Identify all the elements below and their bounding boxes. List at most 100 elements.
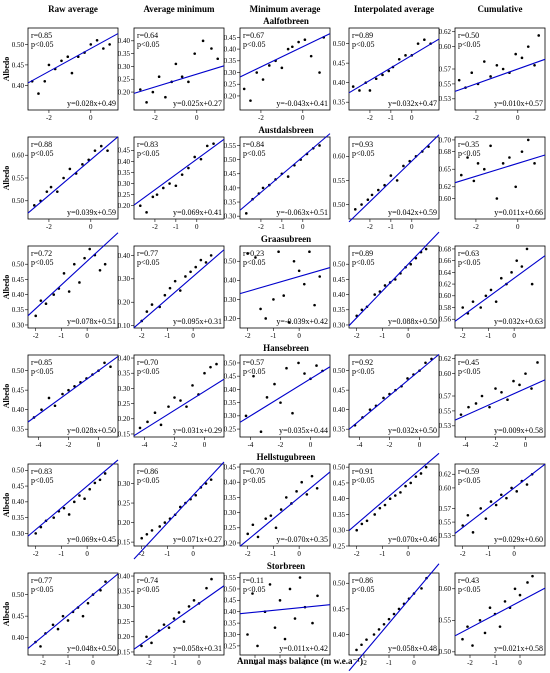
data-point [383, 284, 387, 287]
data-point [287, 320, 291, 324]
data-point [32, 204, 36, 207]
regression-line [239, 604, 331, 615]
data-point [162, 623, 166, 626]
regression-equation: y=0.032x+0.63 [494, 317, 543, 326]
regression-equation: y=0.032x+0.47 [388, 99, 437, 108]
data-point [515, 490, 519, 493]
y-tick-label: 0.40 [118, 572, 131, 580]
data-point [531, 574, 534, 578]
data-point [309, 54, 313, 58]
y-tick-label: 0.58 [439, 304, 452, 312]
data-point [151, 195, 155, 199]
y-tick-label: 0.45 [12, 387, 25, 395]
regression-equation: y=0.031x+0.29 [173, 426, 222, 435]
panel-graasubreen-minimum-average: -2 -1 0 0.20 0.30 0.40 0.50 r=0.23p<0.05 y=-0.03… [224, 245, 331, 340]
y-tick-label: 0.35 [118, 588, 131, 596]
x-tick-label: -1 [271, 550, 277, 558]
plot-frame [133, 136, 225, 220]
data-point [515, 259, 519, 262]
data-point [72, 262, 76, 266]
x-axis-label: Annual mass balance (m w.e.a⁻¹) [237, 656, 363, 666]
data-point [365, 519, 369, 523]
data-point [246, 252, 250, 255]
plot-frame [454, 245, 546, 329]
data-point [389, 174, 393, 177]
panel-aalfotbreen-raw-average: -2 0 0.40 0.45 0.50 r=0.85p<0.05 y=0.028x+0.49 [12, 27, 119, 122]
x-tick-label: -1 [59, 332, 65, 340]
y-tick-label: 0.53 [439, 532, 452, 540]
x-tick-label: 0 [197, 659, 201, 667]
panel-austdalsbreen-minimum-average: -2 -1 0 0.30 0.35 0.40 0.45 0.50 0.55 r=0.84p<0.0… [224, 133, 331, 231]
y-tick-label: 0.45 [333, 605, 346, 613]
data-point [174, 62, 178, 66]
x-tick-label: 0 [524, 441, 528, 449]
y-tick-label: 0.62 [439, 183, 452, 191]
plot-frame [348, 354, 440, 438]
regression-line [348, 134, 440, 223]
data-point [194, 265, 198, 269]
y-tick-label: 0.66 [439, 257, 452, 265]
y-axis-label: Albedo [2, 57, 11, 81]
p-value-label: p<0.05 [352, 258, 375, 267]
data-point [62, 272, 66, 275]
y-tick-label: 0.55 [224, 142, 237, 150]
regression-equation: y=0.009x+0.58 [494, 426, 543, 435]
y-tick-label: 0.40 [224, 386, 237, 394]
p-value-label: p<0.05 [243, 40, 266, 49]
y-tick-label: 0.60 [439, 195, 452, 203]
y-tick-label: 0.20 [118, 633, 131, 641]
x-tick-label: -1 [492, 659, 498, 667]
data-point [526, 138, 530, 142]
data-point [265, 396, 269, 399]
data-point [518, 383, 521, 387]
y-tick-label: 0.50 [224, 156, 237, 164]
glacier-title-hansebreen: Hansebreen [263, 343, 309, 353]
data-point [510, 271, 513, 274]
data-point [489, 288, 493, 292]
data-point [297, 361, 300, 365]
y-axis-label: Albedo [2, 493, 11, 517]
y-tick-label: 0.62 [439, 280, 452, 288]
regression-line [348, 563, 440, 672]
data-point [370, 193, 374, 197]
data-point [269, 514, 273, 517]
regression-line [133, 378, 225, 437]
plot-frame [239, 354, 331, 438]
data-point [278, 599, 282, 602]
x-tick-label: -2 [460, 332, 466, 340]
y-tick-label: 0.50 [333, 201, 346, 209]
data-point [461, 524, 465, 527]
data-point [282, 294, 286, 297]
data-point [249, 99, 252, 102]
y-tick-label: 0.30 [118, 275, 131, 283]
y-tick-label: 0.20 [118, 202, 131, 210]
p-value-label: p<0.05 [243, 149, 266, 158]
data-point [315, 364, 318, 367]
y-tick-label: 0.20 [118, 299, 131, 307]
data-point [108, 43, 111, 46]
data-point [109, 365, 112, 369]
data-point [39, 299, 43, 302]
data-point [479, 507, 483, 510]
regression-line [348, 353, 440, 430]
y-tick-label: 0.40 [12, 82, 25, 90]
data-point [461, 637, 464, 641]
y-tick-label: 0.55 [439, 617, 452, 625]
x-tick-label: -2 [361, 659, 367, 667]
y-tick-label: 0.55 [12, 174, 25, 182]
y-tick-label: 0.60 [439, 370, 452, 378]
y-axis-label: Albedo [2, 602, 11, 626]
data-point [146, 420, 149, 424]
data-point [303, 38, 307, 42]
data-point [88, 487, 92, 491]
correlation-label: r=0.74 [137, 576, 158, 585]
correlation-label: r=0.50 [458, 31, 479, 40]
y-tick-label: 0.50 [333, 580, 346, 588]
data-point [397, 607, 401, 611]
plot-frame [454, 572, 546, 656]
plot-frame [133, 27, 225, 111]
data-point [424, 247, 428, 251]
y-tick-label: 0.35 [333, 306, 346, 314]
x-tick-label: -2 [139, 332, 145, 340]
